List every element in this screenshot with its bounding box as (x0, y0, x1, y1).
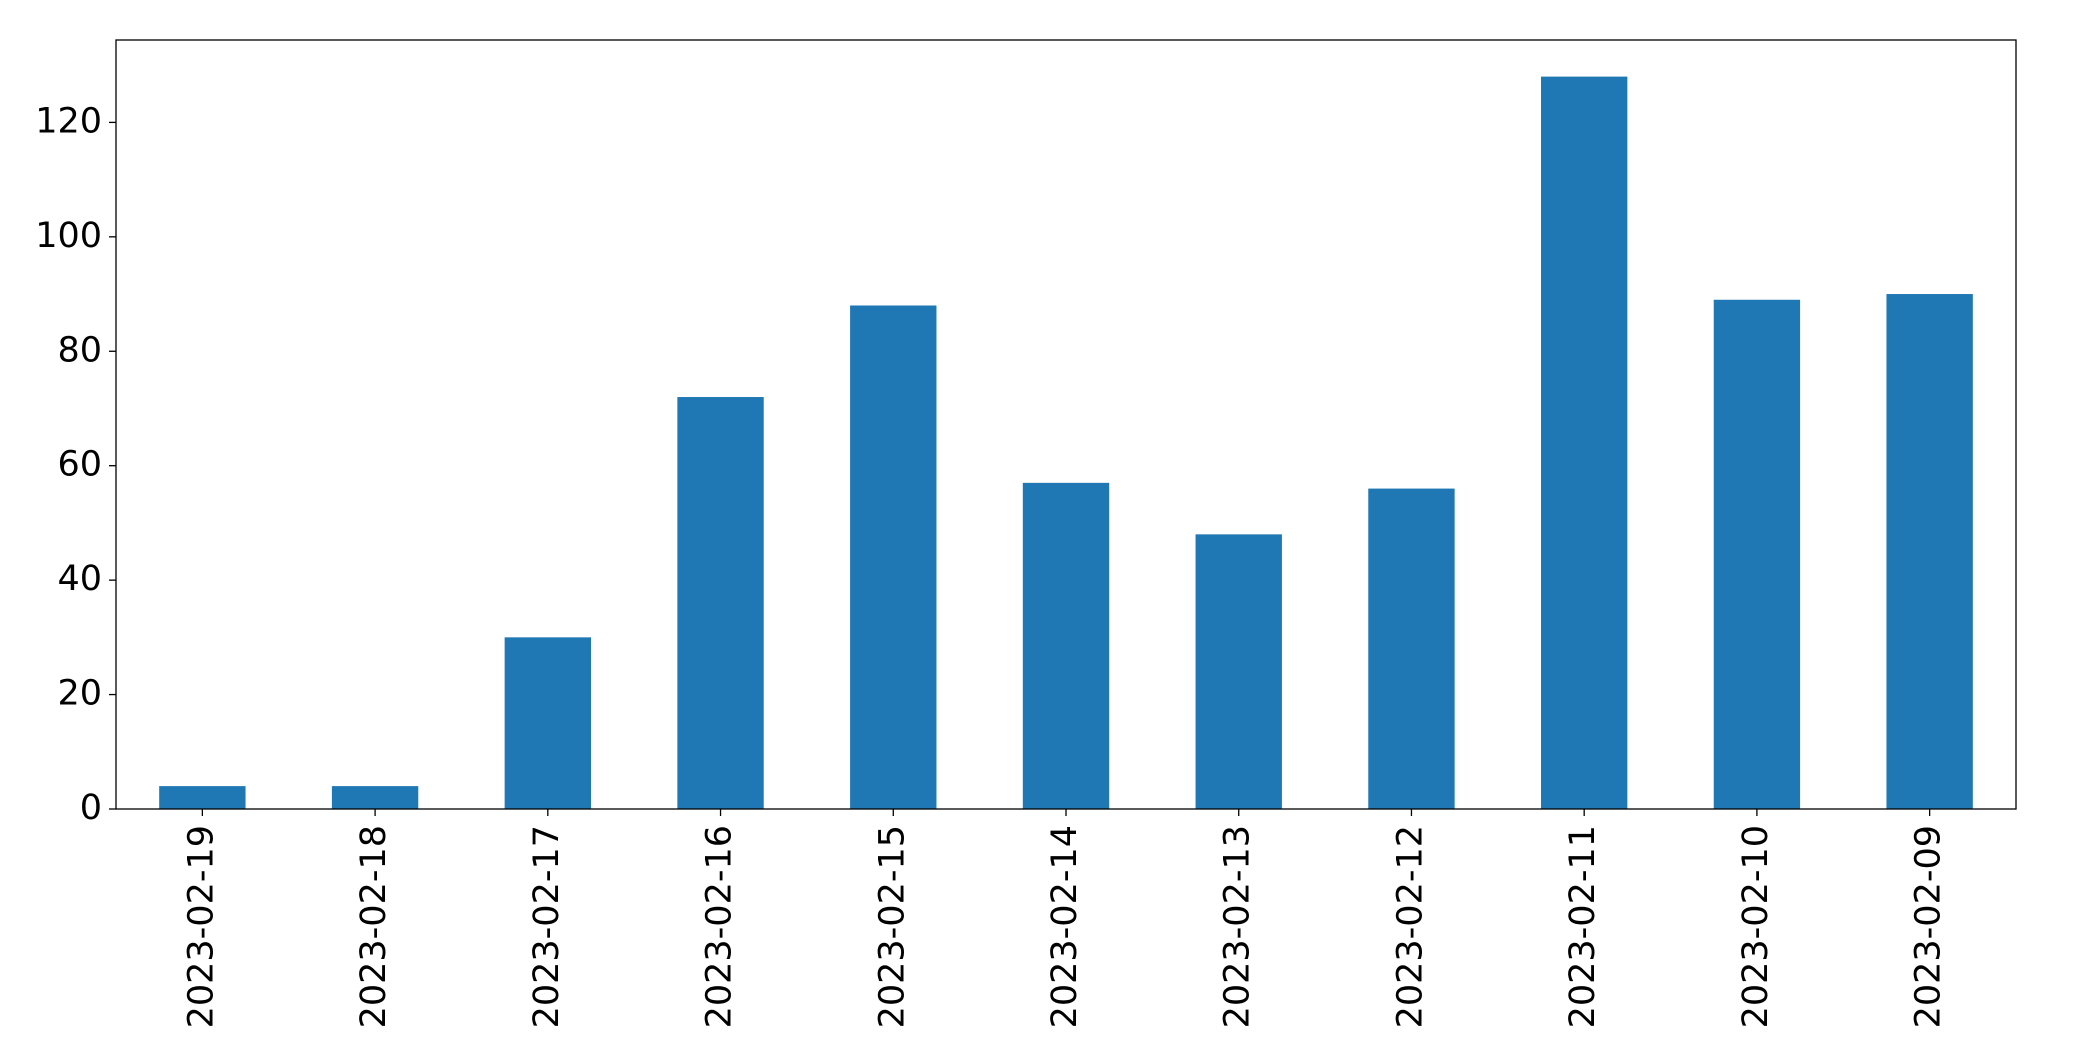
bar (677, 397, 764, 809)
bar (1713, 299, 1801, 809)
bar (1195, 534, 1282, 809)
y-tick-label: 80 (57, 330, 102, 370)
y-tick-label: 20 (57, 674, 102, 714)
y-tick-label: 100 (35, 216, 102, 256)
x-tick-label: 2023-02-16 (700, 825, 740, 1028)
bar (1886, 294, 1973, 809)
x-tick-label: 2023-02-15 (872, 825, 912, 1028)
bar (1368, 488, 1455, 809)
bar (504, 637, 591, 809)
y-tick-label: 60 (57, 445, 102, 485)
plot-frame (115, 39, 2017, 810)
bar (1022, 482, 1110, 809)
x-tick-label: 2023-02-17 (527, 825, 567, 1028)
x-tick-label: 2023-02-09 (1909, 825, 1949, 1028)
bar (850, 305, 937, 809)
x-tick-label: 2023-02-13 (1218, 825, 1258, 1028)
bar (331, 786, 419, 809)
bar (1541, 76, 1628, 810)
x-tick-label: 2023-02-11 (1563, 825, 1603, 1028)
y-tick-label: 120 (35, 101, 102, 141)
x-tick-label: 2023-02-14 (1045, 825, 1085, 1028)
y-tick-label: 40 (57, 559, 102, 599)
x-tick-label: 2023-02-19 (181, 825, 221, 1028)
y-tick-label: 0 (80, 788, 102, 828)
x-tick-label: 2023-02-12 (1390, 825, 1430, 1028)
bar (159, 786, 246, 809)
x-tick-label: 2023-02-10 (1736, 825, 1776, 1028)
x-tick-label: 2023-02-18 (354, 825, 394, 1028)
